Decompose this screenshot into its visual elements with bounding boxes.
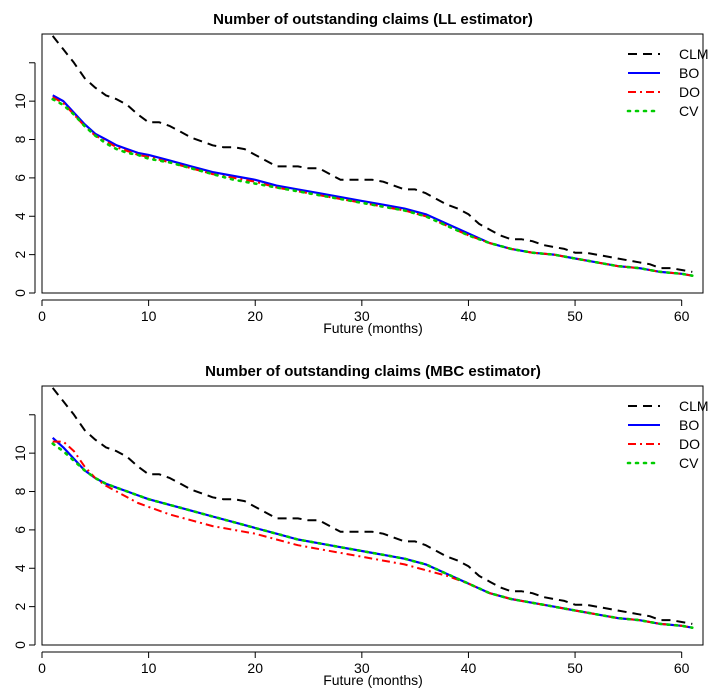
y-tick-label: 4	[12, 564, 28, 572]
legend: CLM BO DO CV	[626, 398, 709, 471]
legend-label-cv: CV	[679, 103, 699, 119]
y-tick-label: 8	[12, 135, 28, 143]
series-line-cv	[51, 97, 694, 277]
y-tick-label: 6	[12, 526, 28, 534]
y-tick-label: 4	[12, 212, 28, 220]
y-tick-label: 10	[12, 93, 28, 109]
legend-label-bo: BO	[679, 65, 699, 81]
x-tick-label: 0	[38, 308, 46, 324]
chart-title: Number of outstanding claims (MBC estima…	[205, 363, 541, 380]
series-group	[51, 35, 694, 277]
y-tick-label: 2	[12, 251, 28, 259]
x-axis: 0 10 20 30 40 50 60	[38, 299, 690, 324]
y-tick-label: 6	[12, 174, 28, 182]
x-tick-label: 50	[567, 308, 583, 324]
series-group	[51, 387, 694, 629]
legend-label-clm: CLM	[679, 46, 709, 62]
x-tick-label: 20	[247, 660, 263, 676]
series-line-clm	[51, 35, 693, 273]
y-tick-label: 10	[12, 445, 28, 461]
x-tick-label: 40	[461, 660, 477, 676]
y-axis: 0 2 4 6 8 10	[12, 62, 36, 297]
series-line-clm	[51, 387, 693, 625]
legend: CLM BO DO CV	[626, 46, 709, 119]
panel-ll-estimator: Number of outstanding claims (LL estimat…	[12, 11, 709, 336]
series-line-do	[52, 96, 693, 277]
y-tick-label: 0	[12, 289, 28, 297]
legend-label-clm: CLM	[679, 398, 709, 414]
x-tick-label: 60	[674, 308, 690, 324]
plot-frame	[41, 385, 704, 646]
series-line-do	[52, 440, 693, 629]
x-axis: 0 10 20 30 40 50 60	[38, 651, 690, 676]
legend-label-do: DO	[679, 436, 700, 452]
y-tick-label: 0	[12, 641, 28, 649]
chart-title: Number of outstanding claims (LL estimat…	[213, 11, 533, 28]
legend-label-bo: BO	[679, 417, 699, 433]
y-tick-label: 2	[12, 603, 28, 611]
plot-frame	[41, 33, 704, 294]
x-tick-label: 50	[567, 660, 583, 676]
panel-mbc-estimator: Number of outstanding claims (MBC estima…	[12, 363, 709, 688]
y-tick-label: 8	[12, 487, 28, 495]
x-tick-label: 0	[38, 660, 46, 676]
x-tick-label: 30	[354, 308, 370, 324]
x-axis-label: Future (months)	[323, 672, 423, 688]
x-tick-label: 60	[674, 660, 690, 676]
x-axis-label: Future (months)	[323, 320, 423, 336]
x-tick-label: 10	[141, 308, 157, 324]
x-tick-label: 10	[141, 660, 157, 676]
x-tick-label: 40	[461, 308, 477, 324]
x-tick-label: 30	[354, 660, 370, 676]
x-tick-label: 20	[247, 308, 263, 324]
y-axis: 0 2 4 6 8 10	[12, 414, 36, 649]
legend-label-do: DO	[679, 84, 700, 100]
legend-label-cv: CV	[679, 455, 699, 471]
